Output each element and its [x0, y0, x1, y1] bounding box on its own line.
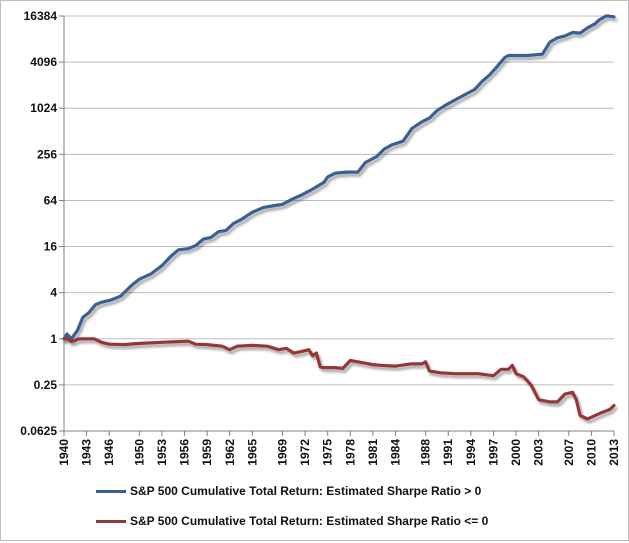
- x-tick-label: 1940: [57, 439, 71, 466]
- x-tick-label: 1978: [343, 439, 357, 466]
- x-tick-label: 1956: [178, 439, 192, 466]
- y-tick-label: 4: [50, 286, 57, 300]
- y-tick-label: 256: [37, 147, 57, 161]
- legend-swatch-negative: [96, 519, 126, 523]
- legend-item-positive: S&P 500 Cumulative Total Return: Estimat…: [96, 483, 616, 499]
- gridlines: [64, 15, 614, 432]
- y-tick-label: 1024: [30, 101, 57, 115]
- x-tick-label: 1962: [223, 439, 237, 466]
- y-tick-label: 0.0625: [20, 424, 57, 438]
- y-tick-label: 16: [44, 240, 58, 254]
- legend: S&P 500 Cumulative Total Return: Estimat…: [96, 483, 616, 543]
- x-tick-label: 2010: [584, 439, 598, 466]
- axes: [59, 15, 615, 436]
- y-tick-label: 4096: [30, 55, 57, 69]
- y-tick-label: 1: [50, 332, 57, 346]
- series-layer: [62, 14, 616, 421]
- legend-swatch-positive: [96, 489, 126, 493]
- legend-item-negative: S&P 500 Cumulative Total Return: Estimat…: [96, 513, 616, 529]
- x-tick-label: 1953: [155, 439, 169, 466]
- x-tick-label: 1997: [486, 439, 500, 466]
- x-tick-label: 1969: [275, 439, 289, 466]
- y-tick-label: 64: [44, 193, 58, 207]
- x-tick-label: 2013: [607, 439, 621, 466]
- x-tick-label: 1975: [321, 439, 335, 466]
- x-tick-labels: 1940 1943 1946 1950 1953 1956 1959 1962 1965 1969…: [57, 439, 621, 466]
- x-tick-label: 2003: [532, 439, 546, 466]
- x-tick-label: 1943: [80, 439, 94, 466]
- x-tick-label: 1984: [389, 439, 403, 466]
- y-tick-label: 16384: [24, 9, 58, 23]
- x-tick-label: 1965: [245, 439, 259, 466]
- x-tick-label: 1972: [298, 439, 312, 466]
- y-tick-label: 0.25: [34, 378, 58, 392]
- legend-label-positive: S&P 500 Cumulative Total Return: Estimat…: [130, 484, 482, 498]
- y-tick-labels: 0.0625 0.25 1 4 16 64 256 1024 4096 16384: [20, 9, 57, 438]
- x-tick-label: 1988: [419, 439, 433, 466]
- x-tick-label: 1959: [200, 439, 214, 466]
- x-tick-label: 1994: [464, 439, 478, 466]
- x-tick-label: 1950: [132, 439, 146, 466]
- x-tick-label: 2007: [562, 439, 576, 466]
- legend-label-negative: S&P 500 Cumulative Total Return: Estimat…: [130, 514, 489, 528]
- series-line-positive: [62, 14, 616, 341]
- x-tick-label: 2000: [509, 439, 523, 466]
- x-tick-label: 1946: [102, 439, 116, 466]
- x-tick-label: 1991: [441, 439, 455, 466]
- x-tick-label: 1981: [366, 439, 380, 466]
- series-line-negative: [62, 337, 616, 421]
